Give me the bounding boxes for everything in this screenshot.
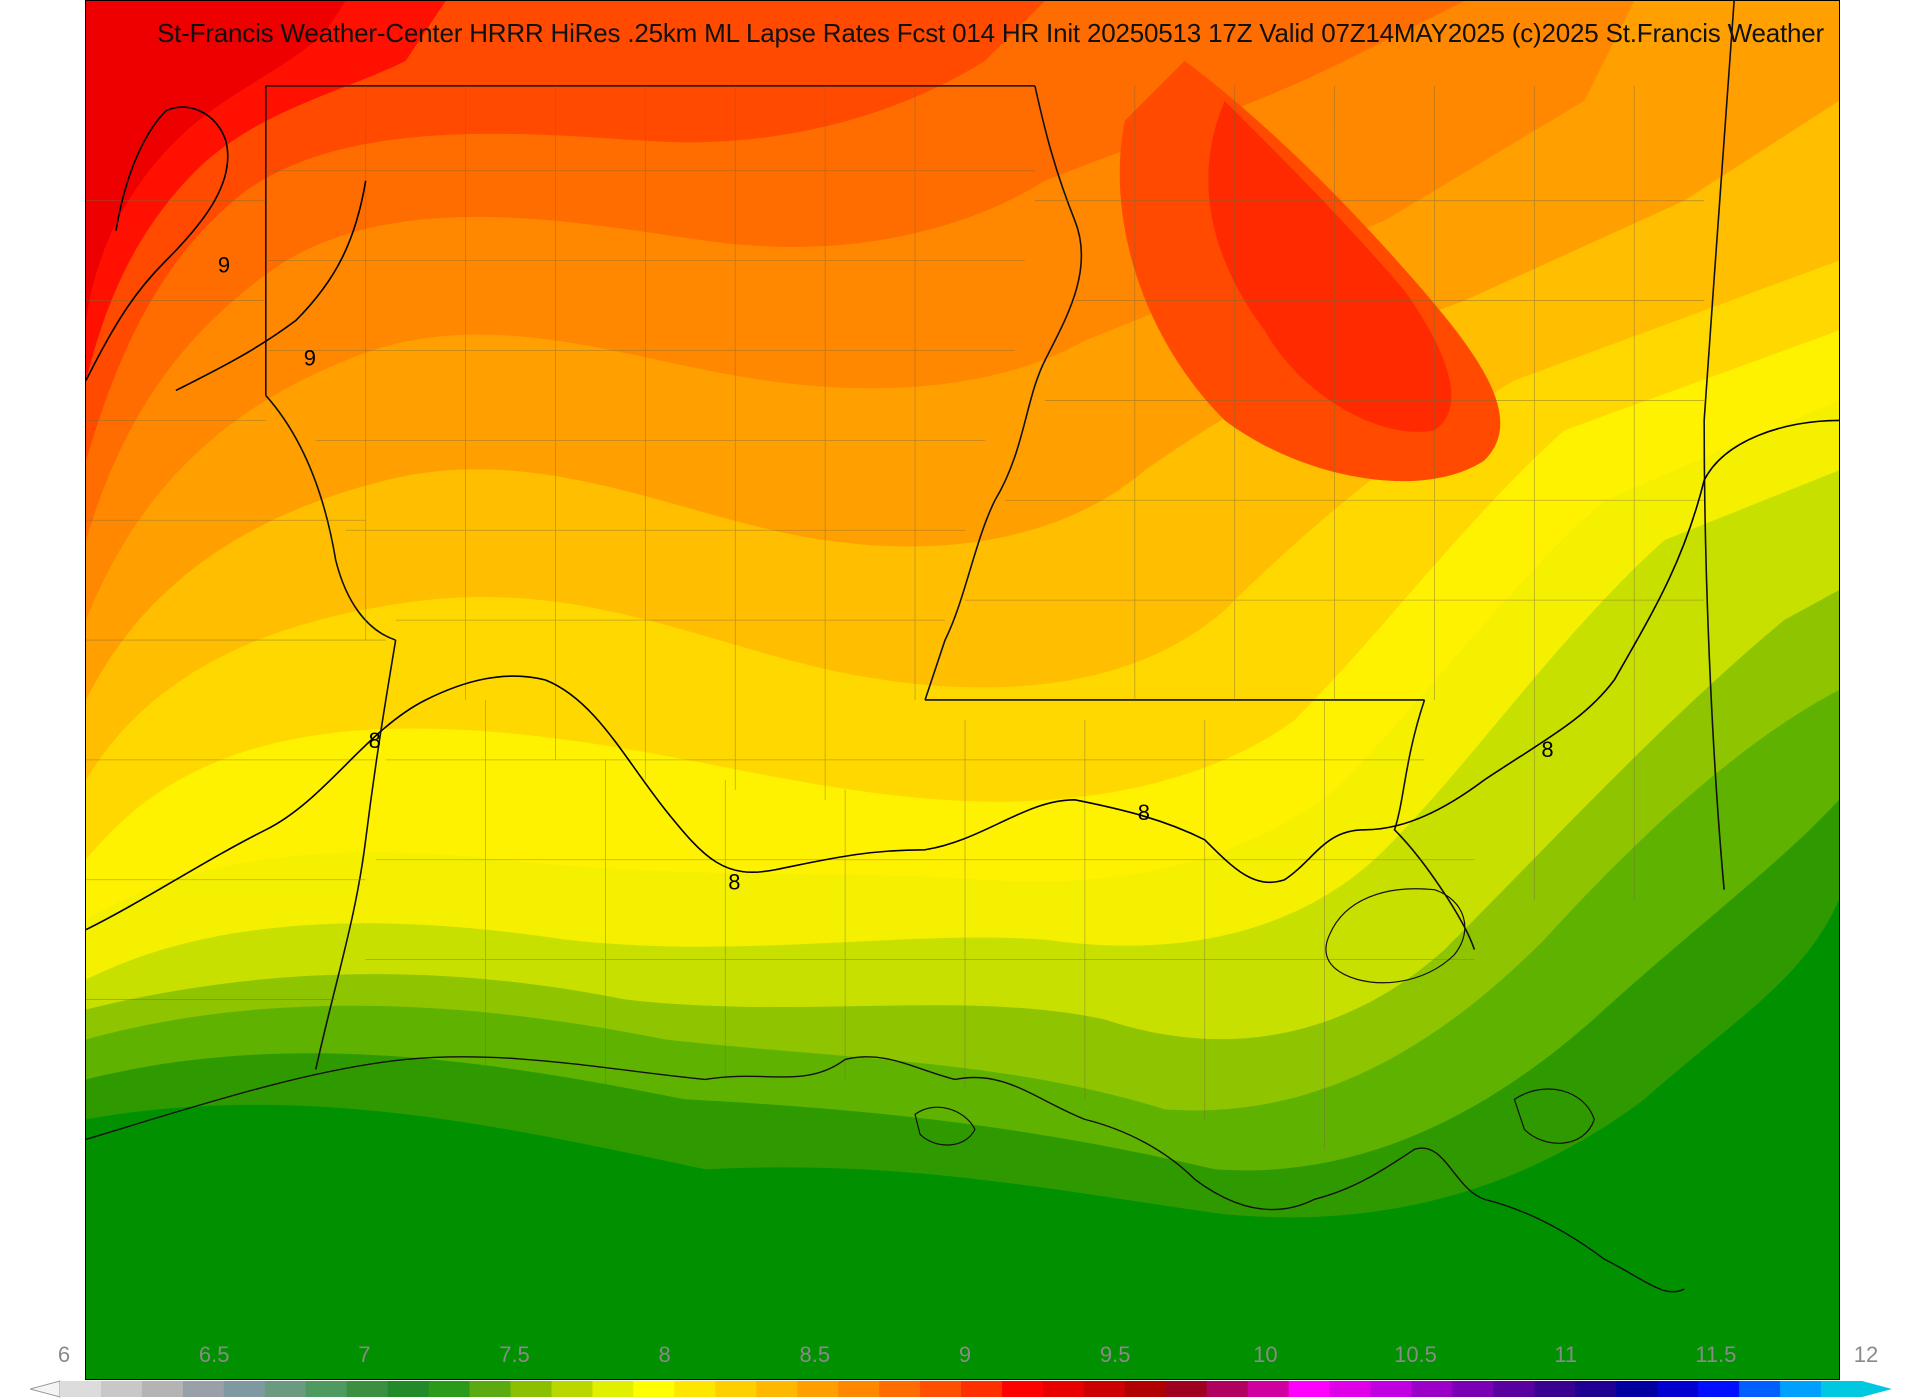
colorbar-swatch	[1083, 1381, 1126, 1397]
colorbar-tick-label: 6.5	[198, 1342, 230, 1367]
colorbar-tick-label: 6	[57, 1342, 71, 1367]
contour-label-9-a: 9	[218, 253, 230, 278]
colorbar-swatch	[1616, 1381, 1658, 1397]
colorbar-tick-label: 8.5	[799, 1342, 831, 1367]
colorbar-tick-label: 11	[1554, 1342, 1578, 1367]
colorbar-swatch	[469, 1381, 511, 1397]
map-title: St-Francis Weather-Center HRRR HiRes .25…	[157, 18, 1825, 48]
contours	[86, 106, 1839, 931]
colorbar-swatch	[797, 1381, 839, 1397]
colorbar	[30, 1380, 1892, 1398]
colorbar-tick-label: 10	[1253, 1342, 1278, 1367]
colorbar-swatch	[305, 1381, 348, 1397]
colorbar-swatch	[1329, 1381, 1372, 1397]
colorbar-swatch	[1206, 1381, 1249, 1397]
colorbar-swatch	[1575, 1381, 1617, 1397]
colorbar-swatch	[1165, 1381, 1208, 1397]
colorbar-swatch	[346, 1381, 389, 1397]
colorbar-swatch	[1247, 1381, 1290, 1397]
colorbar-labels: 6 6.5 7 7.5 8 8.5 9 9.5 10 10.5 11 11.5 12	[0, 1342, 1920, 1372]
county-lines	[86, 85, 1705, 1150]
colorbar-swatch	[1288, 1381, 1331, 1397]
colorbar-tick-label: 11.5	[1695, 1342, 1737, 1367]
colorbar-swatch	[60, 1381, 102, 1397]
colorbar-swatch	[633, 1381, 675, 1397]
band-red-orange	[86, 1, 1045, 461]
colorbar-swatch	[592, 1381, 634, 1397]
contour-label-8-b: 8	[728, 870, 740, 895]
colorbar-tick-label: 12	[1853, 1342, 1879, 1367]
colorbar-swatch	[1534, 1381, 1576, 1397]
colorbar-swatch	[141, 1381, 184, 1397]
colorbar-swatch	[223, 1381, 266, 1397]
contour-label-8-c: 8	[1138, 800, 1150, 825]
colorbar-swatch	[1042, 1381, 1085, 1397]
colorbar-swatch	[1780, 1381, 1822, 1397]
colorbar-swatch	[1821, 1381, 1863, 1397]
colorbar-swatch	[551, 1381, 593, 1397]
colorbar-swatch	[1001, 1381, 1044, 1397]
colorbar-swatch	[100, 1381, 143, 1397]
colorbar-swatch	[961, 1381, 1003, 1397]
colorbar-swatch	[182, 1381, 225, 1397]
colorbar-swatch	[1657, 1381, 1699, 1397]
colorbar-swatch	[1739, 1381, 1781, 1397]
colorbar-tick-label: 9.5	[1099, 1342, 1131, 1367]
colorbar-swatch	[1452, 1381, 1494, 1397]
colorbar-swatch	[838, 1381, 880, 1397]
colorbar-swatch	[264, 1381, 307, 1397]
colorbar-swatch	[756, 1381, 798, 1397]
contour-label-9-b: 9	[304, 345, 316, 370]
colorbar-swatch	[1698, 1381, 1740, 1397]
band-deep-red	[86, 1, 346, 321]
colorbar-tick-label: 7.5	[499, 1342, 530, 1367]
colorbar-swatch	[428, 1381, 471, 1397]
colorbar-swatch	[715, 1381, 757, 1397]
colorbar-min-arrow	[30, 1380, 61, 1398]
contour-label-8-a: 8	[369, 728, 381, 753]
band-red-east	[1208, 100, 1452, 432]
colorbar-swatch	[1370, 1381, 1412, 1397]
colorbar-swatch	[674, 1381, 716, 1397]
colorbar-swatch	[879, 1381, 921, 1397]
contour-label-8-d: 8	[1541, 737, 1553, 762]
colorbar-tick-label: 10.5	[1394, 1342, 1437, 1367]
colorbar-tick-label: 8	[658, 1342, 671, 1367]
colorbar-swatch	[920, 1381, 962, 1397]
lapse-rate-map: 9 9 8 8 8 8 8	[86, 1, 1839, 1379]
state-boundaries	[264, 1, 1735, 1070]
water-bodies	[914, 888, 1595, 1146]
map-panel: 9 9 8 8 8 8 8	[85, 0, 1840, 1380]
colorbar-swatch	[387, 1381, 430, 1397]
colorbar-max-arrow	[1862, 1381, 1892, 1397]
colorbar-tick-label: 9	[958, 1342, 972, 1367]
colorbar-tick-label: 7	[358, 1342, 371, 1367]
coastline	[86, 1056, 1685, 1293]
colorbar-swatch	[1124, 1381, 1167, 1397]
colorbar-swatch	[510, 1381, 552, 1397]
colorbar-swatch	[1411, 1381, 1453, 1397]
colorbar-swatch	[1493, 1381, 1535, 1397]
